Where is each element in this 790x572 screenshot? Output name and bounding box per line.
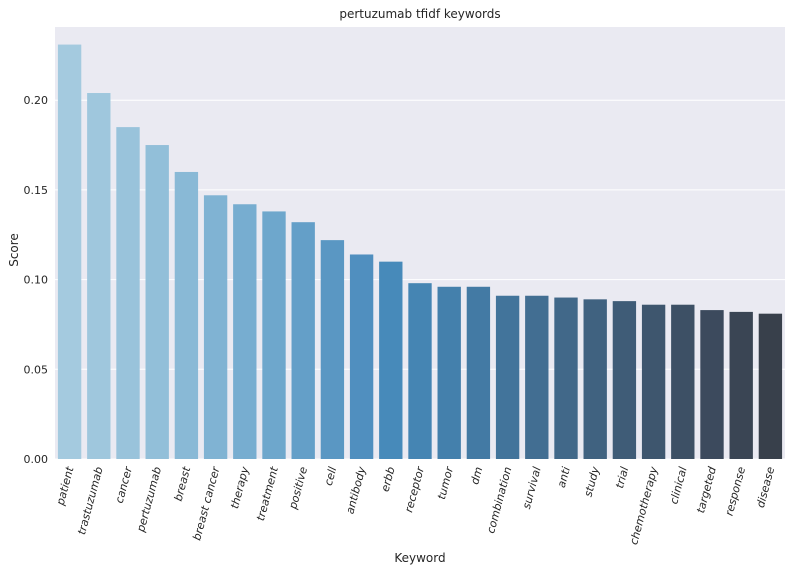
x-tick-label: pertuzumab xyxy=(134,465,164,534)
x-tick-label: trial xyxy=(613,465,631,489)
bar-therapy xyxy=(233,204,257,459)
x-tick-label: cell xyxy=(322,465,339,487)
bar-chemotherapy xyxy=(641,304,666,459)
bar-survival xyxy=(525,295,549,459)
x-tick-label: tumor xyxy=(435,464,457,501)
bar-trial xyxy=(612,301,637,459)
x-tick-label: treatment xyxy=(254,465,281,523)
x-axis-label: Keyword xyxy=(394,551,445,565)
x-tick-label: breast xyxy=(172,465,194,503)
x-tick-label: erbb xyxy=(379,465,398,493)
bar-breast-cancer xyxy=(203,195,228,460)
x-tick-label: combination xyxy=(484,465,514,534)
x-tick-label: patient xyxy=(54,465,77,508)
x-tick-label: anti xyxy=(555,465,573,489)
bar-antibody xyxy=(349,254,374,459)
bar-receptor xyxy=(408,283,432,459)
y-axis-label: Score xyxy=(7,233,21,267)
x-tick-label: therapy xyxy=(228,465,252,510)
bar-response xyxy=(729,311,753,459)
x-tick-label: breast cancer xyxy=(190,464,223,542)
bar-anti xyxy=(554,297,578,459)
x-tick-label: trastuzumab xyxy=(75,465,106,536)
y-tick-label: 0.20 xyxy=(24,94,49,107)
bar-treatment xyxy=(262,211,286,459)
bar-cancer xyxy=(116,127,140,459)
bar-disease xyxy=(758,313,783,459)
chart-title: pertuzumab tfidf keywords xyxy=(339,7,500,21)
bar-positive xyxy=(291,222,315,459)
x-tick-label: survival xyxy=(520,465,544,510)
y-tick-label: 0.00 xyxy=(24,453,49,466)
x-tick-label: cancer xyxy=(113,464,136,505)
bar-trastuzumab xyxy=(87,93,111,460)
x-tick-label: clinical xyxy=(667,465,689,505)
bar-targeted xyxy=(700,310,724,459)
bar-pertuzumab xyxy=(145,145,169,459)
y-tick-label: 0.10 xyxy=(24,274,49,287)
x-tick-label: chemotherapy xyxy=(627,465,660,546)
x-tick-label: receptor xyxy=(402,464,427,514)
x-tick-label: antibody xyxy=(343,465,368,515)
bars xyxy=(57,44,783,460)
y-tick-labels: 0.00 0.05 0.10 0.15 0.20 xyxy=(24,94,49,466)
bar-clinical xyxy=(671,304,695,459)
bar-dm xyxy=(466,286,491,459)
x-tick-label: disease xyxy=(754,465,777,509)
bar-erbb xyxy=(379,261,403,459)
bar-study xyxy=(583,299,607,459)
x-tick-label: response xyxy=(723,465,749,517)
x-tick-label: targeted xyxy=(694,464,719,514)
bar-cell xyxy=(320,240,345,459)
x-tick-label: positive xyxy=(286,465,310,511)
bar-breast xyxy=(174,171,199,459)
bar-patient xyxy=(57,44,82,460)
bar-combination xyxy=(495,295,520,459)
y-tick-label: 0.15 xyxy=(24,184,49,197)
x-tick-label: study xyxy=(582,465,603,498)
y-tick-label: 0.05 xyxy=(24,363,49,376)
bar-tumor xyxy=(437,286,461,459)
x-tick-label: dm xyxy=(468,465,485,485)
